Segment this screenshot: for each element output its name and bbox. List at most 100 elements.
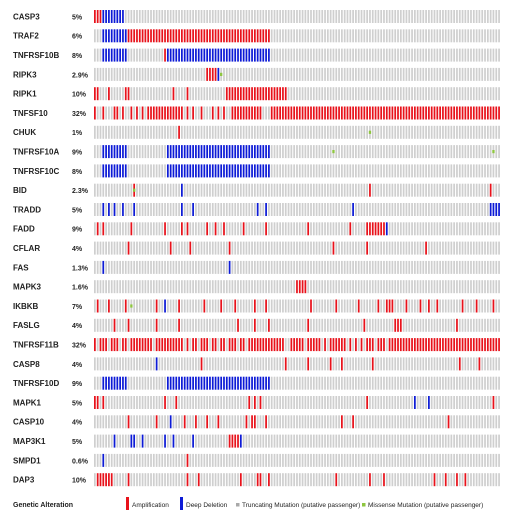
sample-cell — [436, 125, 439, 139]
sample-cell — [363, 434, 366, 448]
sample-cell — [276, 145, 279, 159]
deep-deletion-cell — [122, 29, 124, 43]
sample-cell — [355, 87, 357, 101]
amplification-cell — [425, 106, 427, 120]
sample-cell — [315, 29, 318, 43]
sample-cell — [290, 357, 293, 371]
alteration-percent: 4% — [72, 323, 83, 330]
sample-cell — [262, 299, 265, 313]
sample-cell — [315, 299, 318, 313]
amplification-cell — [453, 106, 456, 120]
sample-cell — [481, 280, 484, 294]
sample-cell — [99, 183, 102, 197]
sample-cell — [391, 29, 394, 43]
amplification-cell — [321, 106, 324, 120]
deep-deletion-cell — [130, 434, 133, 448]
sample-cell — [150, 357, 152, 371]
sample-cell — [411, 376, 413, 390]
sample-cell — [270, 145, 273, 159]
sample-cell — [164, 415, 166, 429]
amplification-cell — [186, 29, 189, 43]
sample-cell — [411, 87, 413, 101]
amplification-cell — [239, 106, 242, 120]
sample-cell — [422, 203, 425, 216]
amplification-cell — [186, 453, 189, 467]
sample-cell — [355, 357, 357, 371]
deep-deletion-cell — [186, 376, 189, 390]
amplification-cell — [447, 338, 450, 352]
sample-cell — [138, 203, 141, 216]
amplification-cell — [341, 357, 343, 371]
sample-cell — [489, 396, 492, 409]
gene-label: BID — [13, 186, 27, 195]
sample-cell — [329, 260, 332, 274]
alteration-percent: 6% — [72, 34, 83, 41]
sample-cell — [307, 183, 310, 197]
amplification-cell — [217, 106, 220, 120]
sample-cell — [209, 453, 211, 467]
sample-cell — [152, 183, 155, 197]
sample-cell — [169, 222, 172, 236]
sample-cell — [318, 164, 321, 178]
deep-deletion-cell — [192, 376, 194, 390]
sample-cell — [209, 222, 211, 236]
sample-cell — [253, 453, 256, 467]
sample-cell — [119, 125, 121, 139]
sample-cell — [108, 280, 110, 294]
amplification-cell — [96, 299, 99, 313]
deep-deletion-cell — [124, 376, 127, 390]
sample-cell — [484, 183, 486, 197]
sample-cell — [371, 125, 374, 139]
sample-cell — [467, 125, 470, 139]
sample-cell — [284, 415, 287, 429]
sample-cell — [329, 87, 332, 101]
sample-cell — [374, 203, 377, 216]
sample-cell — [430, 222, 433, 236]
sample-cell — [158, 203, 161, 216]
sample-cell — [237, 10, 239, 23]
sample-cell — [304, 473, 307, 487]
sample-cell — [355, 164, 357, 178]
amplification-cell — [251, 415, 253, 429]
sample-cell — [335, 164, 338, 178]
sample-cell — [456, 434, 458, 448]
sample-cell — [284, 318, 287, 332]
sample-cell — [310, 241, 312, 255]
sample-cell — [108, 415, 110, 429]
sample-cell — [380, 48, 383, 62]
sample-cell — [318, 48, 321, 62]
sample-cell — [357, 260, 360, 274]
sample-cell — [282, 164, 284, 178]
sample-cell — [189, 473, 192, 487]
sample-cell — [430, 241, 433, 255]
sample-cell — [447, 29, 450, 43]
sample-cell — [436, 87, 439, 101]
sample-cell — [293, 10, 296, 23]
sample-cell — [405, 415, 408, 429]
sample-cell — [113, 67, 116, 81]
deep-deletion-cell — [228, 145, 231, 159]
sample-cell — [332, 434, 335, 448]
sample-cell — [394, 222, 397, 236]
sample-cell — [321, 222, 324, 236]
sample-cell — [484, 10, 486, 23]
sample-cell — [200, 125, 203, 139]
sample-cell — [298, 299, 301, 313]
amplification-cell — [105, 473, 107, 487]
sample-cell — [282, 280, 284, 294]
sample-cell — [338, 376, 340, 390]
sample-cell — [284, 125, 287, 139]
sample-cell — [436, 241, 439, 255]
sample-cell — [433, 357, 436, 371]
sample-cell — [411, 434, 413, 448]
sample-cell — [119, 106, 121, 120]
sample-cell — [394, 357, 397, 371]
sample-cell — [484, 145, 486, 159]
amplification-cell — [197, 29, 200, 43]
sample-cell — [341, 241, 343, 255]
sample-cell — [458, 241, 461, 255]
sample-cell — [357, 241, 360, 255]
sample-cell — [158, 48, 161, 62]
sample-cell — [268, 67, 270, 81]
deep-deletion-cell — [102, 29, 105, 43]
